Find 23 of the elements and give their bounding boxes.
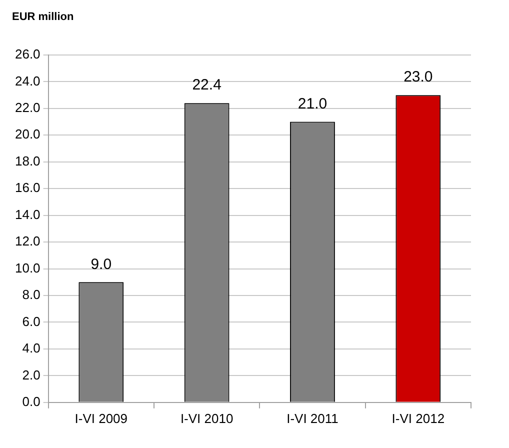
data-label: 22.4 [192, 76, 222, 94]
y-tick-label: 12.0 [14, 234, 40, 249]
data-label: 9.0 [90, 256, 112, 273]
x-tick-label: I-VI 2010 [180, 410, 234, 426]
y-tick-label: 26.0 [14, 46, 40, 62]
y-tick-label: 24.0 [14, 73, 40, 88]
x-tick-label: I-VI 2011 [286, 410, 338, 426]
y-tick-label: 4.0 [22, 340, 40, 356]
y-tick-label: 10.0 [14, 260, 40, 276]
data-label: 23.0 [404, 68, 433, 86]
y-tick-label: 8.0 [22, 287, 40, 302]
y-axis-title: EUR million [12, 11, 74, 24]
y-tick-label: 0.0 [22, 394, 40, 409]
x-tick-label: I-VI 2009 [74, 410, 128, 426]
y-tick-label: 20.0 [14, 126, 40, 142]
data-label: 21.0 [298, 95, 328, 112]
y-tick-label: 18.0 [14, 153, 40, 168]
y-tick-label: 14.0 [14, 206, 40, 222]
y-tick-label: 22.0 [14, 100, 40, 116]
y-tick-label: 2.0 [22, 367, 40, 382]
y-tick-label: 16.0 [14, 180, 40, 196]
y-tick-label: 6.0 [22, 314, 40, 329]
x-tick-label: I-VI 2012 [392, 410, 445, 426]
